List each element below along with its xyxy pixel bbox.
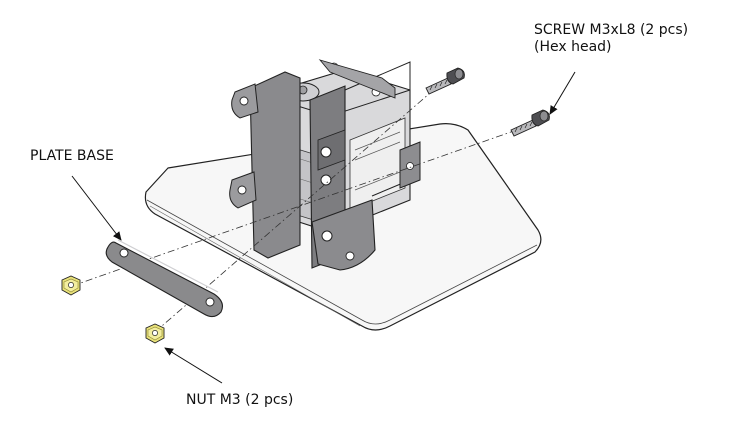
screw-callout-label: SCREW M3xL8 (2 pcs) (Hex head) [534, 22, 688, 56]
screw-callout-line-2: (Hex head) [534, 39, 612, 55]
nut-callout-text: NUT M3 (2 pcs) [186, 392, 294, 408]
nut-callout-label: NUT M3 (2 pcs) [186, 392, 293, 409]
screw-leader-arrow [549, 71, 576, 115]
nut-lower [145, 323, 165, 344]
screw-upper [425, 67, 465, 95]
nut-leader-arrow [164, 347, 223, 384]
screw-callout-line-1: SCREW M3xL8 (2 pcs) [534, 22, 689, 38]
plate-base-callout-label: PLATE BASE [30, 148, 114, 165]
plate-base-part [105, 239, 223, 318]
nut-upper [61, 275, 81, 296]
leader-arrows [71, 71, 576, 384]
plate-leader-arrow [71, 175, 122, 241]
screw-lower [510, 109, 550, 137]
servo-bracket [229, 59, 421, 271]
plate-base-callout-text: PLATE BASE [30, 148, 114, 164]
